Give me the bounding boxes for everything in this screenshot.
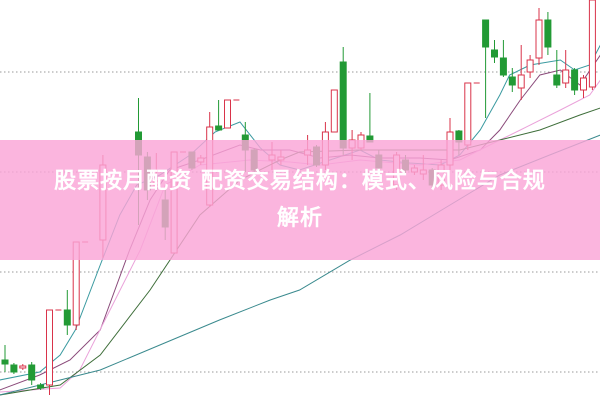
candle-body bbox=[499, 57, 507, 76]
candle-body bbox=[562, 69, 570, 84]
candle-body bbox=[535, 19, 543, 59]
candle-body bbox=[224, 99, 231, 129]
candle-body bbox=[10, 364, 18, 373]
candle-body bbox=[19, 365, 27, 369]
candle-body bbox=[580, 77, 587, 91]
candle-body bbox=[464, 82, 472, 146]
candle-body bbox=[28, 364, 36, 381]
candle-body bbox=[517, 74, 525, 89]
candle-body bbox=[526, 59, 534, 73]
title-line-2: 解析 bbox=[276, 206, 323, 231]
candle-body bbox=[63, 309, 71, 326]
candle-body bbox=[215, 125, 223, 131]
candle-body bbox=[1, 359, 9, 365]
candle-body bbox=[339, 61, 347, 149]
candle-body bbox=[330, 89, 338, 133]
candle-body bbox=[571, 69, 579, 91]
candle-body bbox=[491, 49, 498, 58]
candle-body bbox=[482, 19, 490, 48]
candle-body bbox=[37, 384, 45, 389]
title-banner: 股票按月配资 配资交易结构：模式、风险与合规 解析 bbox=[0, 140, 600, 260]
candle-body bbox=[508, 76, 516, 86]
candle-body bbox=[544, 19, 552, 48]
candle-body bbox=[46, 309, 53, 386]
candle-body bbox=[553, 74, 561, 86]
candle-body bbox=[588, 0, 596, 88]
title-line-1: 股票按月配资 配资交易结构：模式、风险与合规 bbox=[54, 169, 546, 194]
